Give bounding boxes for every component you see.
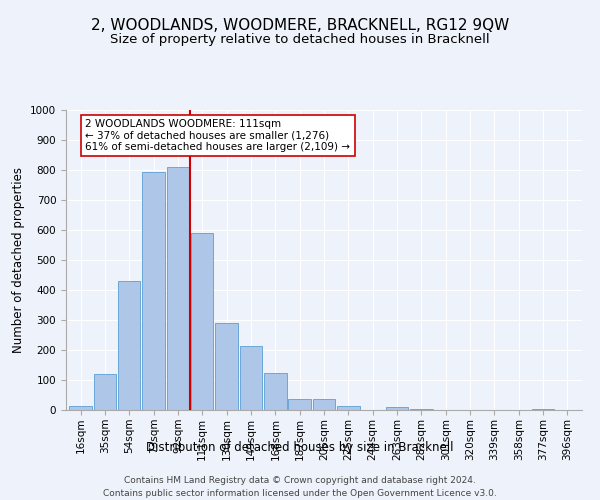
Bar	[386, 407, 408, 410]
Text: Contains HM Land Registry data © Crown copyright and database right 2024.
Contai: Contains HM Land Registry data © Crown c…	[103, 476, 497, 498]
Bar	[142, 172, 165, 410]
Bar	[70, 406, 92, 410]
Bar	[532, 408, 554, 410]
Bar	[167, 167, 189, 410]
Bar	[313, 398, 335, 410]
Bar	[191, 233, 214, 410]
Bar	[410, 408, 433, 410]
Bar	[240, 346, 262, 410]
Text: 2, WOODLANDS, WOODMERE, BRACKNELL, RG12 9QW: 2, WOODLANDS, WOODMERE, BRACKNELL, RG12 …	[91, 18, 509, 32]
Bar	[215, 323, 238, 410]
Bar	[264, 372, 287, 410]
Y-axis label: Number of detached properties: Number of detached properties	[11, 167, 25, 353]
Text: 2 WOODLANDS WOODMERE: 111sqm
← 37% of detached houses are smaller (1,276)
61% of: 2 WOODLANDS WOODMERE: 111sqm ← 37% of de…	[85, 119, 350, 152]
Bar	[94, 374, 116, 410]
Bar	[289, 398, 311, 410]
Text: Distribution of detached houses by size in Bracknell: Distribution of detached houses by size …	[146, 441, 454, 454]
Bar	[118, 281, 140, 410]
Bar	[337, 406, 359, 410]
Text: Size of property relative to detached houses in Bracknell: Size of property relative to detached ho…	[110, 32, 490, 46]
